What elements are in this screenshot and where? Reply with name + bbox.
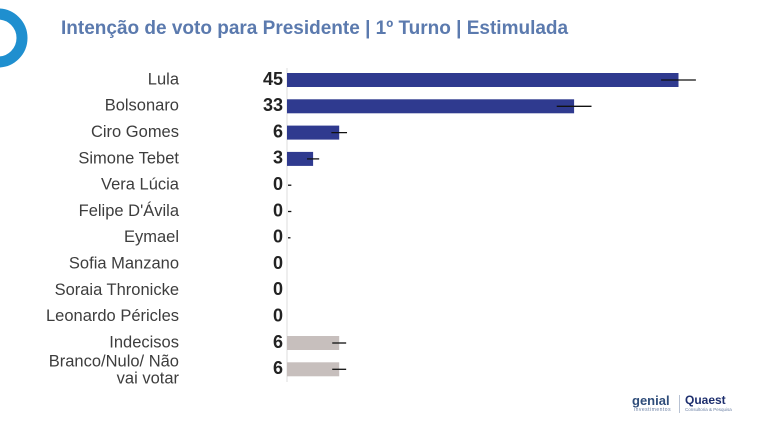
category-label: Vera Lúcia: [101, 176, 180, 194]
quaest-logo: Quaest: [685, 393, 726, 407]
bar: [287, 73, 679, 87]
bar: [287, 151, 314, 166]
value-label: 0: [273, 253, 283, 273]
category-label: Lula: [148, 70, 180, 88]
genial-logo-subtitle: investimentos: [634, 407, 672, 413]
value-label: 6: [273, 332, 283, 352]
value-label: 6: [273, 358, 283, 378]
category-label: Eymael: [124, 228, 179, 246]
brand-divider: [679, 395, 680, 413]
category-label: Soraia Thronicke: [55, 281, 179, 299]
category-label: Leonardo Péricles: [46, 307, 179, 325]
brand-logos: genial investimentos Quaest Consultoria …: [628, 393, 738, 417]
quaest-logo-subtitle: Consultoria & Pesquisa: [685, 407, 732, 412]
category-label: Bolsonaro: [105, 97, 179, 115]
value-label: 45: [263, 69, 283, 89]
value-label: 33: [263, 95, 283, 115]
value-label: 3: [273, 148, 283, 168]
value-label: 0: [273, 174, 283, 194]
corner-logo: [0, 8, 28, 68]
value-label: 6: [273, 121, 283, 141]
value-label: 0: [273, 305, 283, 325]
category-label: Sofia Manzano: [69, 254, 179, 272]
category-label: Felipe D'Ávila: [79, 201, 180, 220]
bar: [287, 99, 575, 114]
category-label: Ciro Gomes: [91, 123, 179, 141]
chart-title: Intenção de voto para Presidente | 1º Tu…: [61, 18, 569, 39]
value-label: 0: [273, 200, 283, 220]
bar: [287, 362, 340, 377]
category-label: Branco/Nulo/ Não vai votar: [49, 353, 180, 388]
bar: [287, 336, 340, 350]
bar: [287, 125, 340, 140]
value-label: 0: [273, 227, 283, 247]
value-label: 0: [273, 279, 283, 299]
genial-logo: genial: [632, 393, 670, 408]
category-label: Indecisos: [109, 333, 179, 351]
category-label: Simone Tebet: [78, 149, 179, 167]
